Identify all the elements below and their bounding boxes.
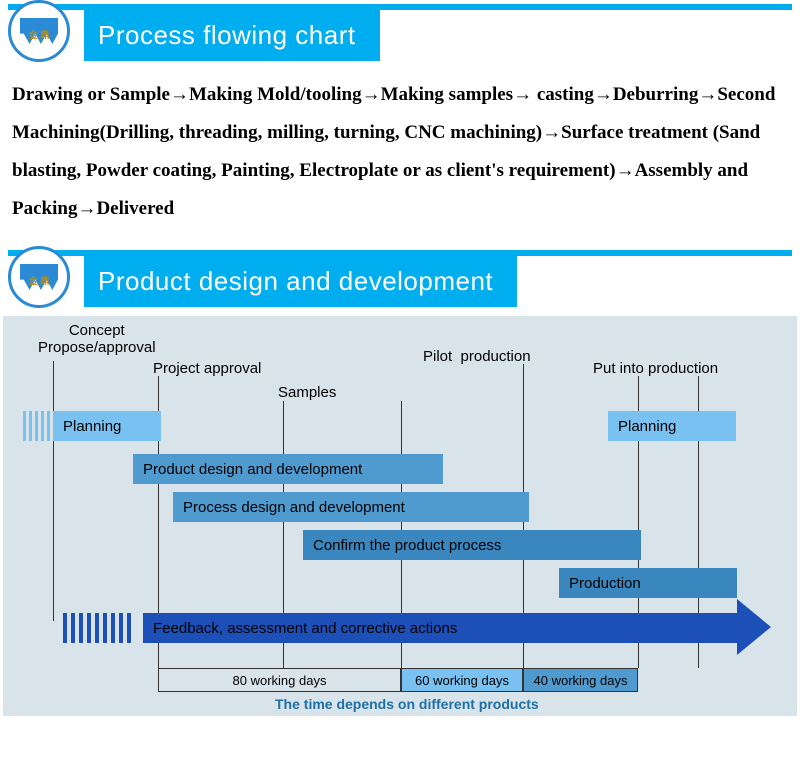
logo-text-2: 金 鼎 [11,274,67,287]
bar-planning-2: Planning [608,411,736,441]
header-strip-2 [8,250,792,256]
stage-label-3: Pilot production [423,348,531,365]
header-product-design: 金 鼎 Product design and development [8,250,792,306]
bar-production: Production [559,568,737,598]
logo-2: 金 鼎 [8,246,70,308]
vline-0 [53,361,54,621]
bar-planning: Planning [53,411,161,441]
feedback-hatch [63,613,133,643]
timeline-cell-2: 40 working days [523,668,638,692]
stage-label-4: Put into production [593,360,718,377]
header-title-box: Process flowing chart [84,10,380,61]
stage-label-1: Project approval [153,360,261,377]
gantt-chart: Concept Propose/approval Project approval… [3,316,797,716]
bar-confirm: Confirm the product process [303,530,641,560]
timeline-cell-0: 80 working days [158,668,401,692]
planning-hatch [23,411,51,441]
gantt-footnote: The time depends on different products [275,696,539,712]
logo: 金 鼎 [8,0,70,62]
stage-label-2: Samples [278,384,336,401]
logo-circle: 金 鼎 [8,0,70,62]
logo-text: 金 鼎 [11,28,67,41]
header-title-box-2: Product design and development [84,256,517,307]
gantt-inner: Concept Propose/approval Project approval… [3,316,797,716]
bar-product-design: Product design and development [133,454,443,484]
stage-label-0: Concept Propose/approval [38,322,156,357]
header-strip [8,4,792,10]
timeline-cell-1: 60 working days [401,668,523,692]
feedback-arrowhead [737,599,771,655]
header-title-2: Product design and development [98,266,493,297]
bar-process-design: Process design and development [173,492,529,522]
bar-feedback: Feedback, assessment and corrective acti… [143,613,737,643]
process-flow-text: Drawing or Sample→Making Mold/tooling→Ma… [12,76,788,228]
header-title: Process flowing chart [98,20,356,51]
header-process-flowing: 金 鼎 Process flowing chart [8,4,792,60]
logo-circle-2: 金 鼎 [8,246,70,308]
